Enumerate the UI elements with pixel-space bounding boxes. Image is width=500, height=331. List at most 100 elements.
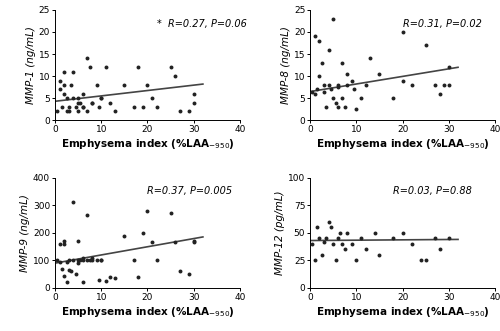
Point [70,96,78,101]
Point [88,100,96,105]
Point [54,109,62,114]
Point [166,211,174,216]
Point [190,100,198,105]
Point [332,258,340,263]
Text: *: * [156,19,164,29]
Point [334,104,342,110]
Point [190,238,198,244]
Point [334,236,342,241]
Point [343,230,351,235]
Point [376,71,384,76]
Point [62,96,70,101]
Point [74,109,82,114]
Point [338,60,346,66]
Point [134,274,142,280]
Point [176,269,184,274]
Point [366,56,374,61]
Point [348,78,356,83]
Point [431,236,439,241]
Point [310,258,318,263]
Point [398,230,406,235]
Point [74,260,82,266]
Point [341,247,349,252]
Point [86,65,94,70]
Y-axis label: MMP-1 (ng/mL): MMP-1 (ng/mL) [26,26,36,104]
Point [130,258,138,263]
Point [62,280,70,285]
Point [334,82,342,88]
Point [308,89,316,94]
Point [408,82,416,88]
Point [60,238,68,244]
Point [320,239,328,244]
Point [348,241,356,247]
Point [371,230,379,235]
Point [322,236,330,241]
Point [398,78,406,83]
Point [318,60,326,66]
Point [111,109,119,114]
Point [97,258,105,263]
Point [70,258,78,263]
Point [102,65,110,70]
Point [139,230,147,235]
Point [106,274,114,280]
Point [65,109,73,114]
Point [152,104,160,110]
Point [62,109,70,114]
Point [148,96,156,101]
Point [171,240,179,245]
Point [74,96,82,101]
Point [324,219,332,224]
Point [62,259,70,264]
Point [65,267,73,273]
Point [324,82,332,88]
Point [58,266,66,271]
Point [144,208,152,213]
Point [308,241,316,247]
Text: R=0.27, P=0.06: R=0.27, P=0.06 [168,19,246,29]
Point [336,230,344,235]
Point [60,82,68,88]
Point [139,104,147,110]
Point [313,87,321,92]
Point [72,104,80,110]
Point [338,241,346,247]
Point [72,271,80,277]
Point [65,258,73,263]
Point [357,96,365,101]
Point [88,258,96,263]
Point [88,100,96,105]
Point [92,258,100,263]
Point [84,109,92,114]
Point [60,241,68,247]
Point [190,91,198,96]
Point [134,65,142,70]
Point [332,100,340,105]
Point [56,241,64,247]
Point [445,65,453,70]
Point [318,252,326,258]
Point [106,100,114,105]
Point [84,212,92,217]
Point [152,258,160,263]
Point [362,247,370,252]
Point [185,271,193,277]
Point [78,258,86,263]
Point [120,233,128,238]
Point [316,38,324,43]
Point [398,29,406,35]
Point [327,225,335,230]
Point [60,273,68,278]
Point [390,236,398,241]
Text: R=0.37, P=0.005: R=0.37, P=0.005 [148,186,232,197]
Point [320,89,328,94]
Point [74,258,82,263]
Point [74,238,82,244]
Point [144,82,152,88]
Point [95,104,103,110]
Point [417,258,425,263]
X-axis label: Emphysema index (%LAA$_{-950}$): Emphysema index (%LAA$_{-950}$) [316,137,490,151]
Point [436,91,444,96]
Y-axis label: MMP-12 (pg/mL): MMP-12 (pg/mL) [275,191,285,275]
